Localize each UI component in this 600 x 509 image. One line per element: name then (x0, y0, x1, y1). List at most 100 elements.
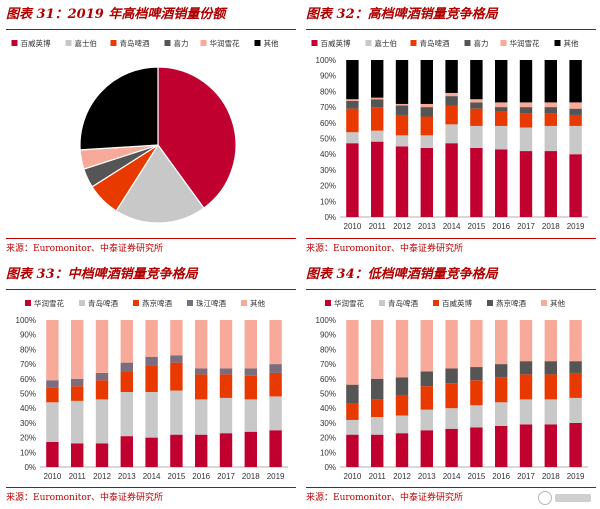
bar-segment (145, 392, 158, 438)
bar-segment (569, 372, 582, 398)
bar-segment (371, 141, 384, 217)
watermark-logo (538, 491, 594, 505)
bar-segment (346, 419, 359, 435)
legend-label: 其他 (564, 38, 579, 48)
bar-segment (244, 320, 257, 369)
y-tick-label: 70% (320, 360, 336, 369)
y-tick-label: 80% (20, 345, 36, 354)
bar-segment (445, 105, 458, 125)
legend-label: 其他 (550, 298, 565, 308)
bar-segment (495, 377, 508, 403)
bar-segment (495, 425, 508, 467)
x-tick-label: 2012 (93, 472, 111, 481)
bar-segment (371, 130, 384, 142)
bar-segment (544, 320, 557, 362)
bar-segment (519, 102, 533, 108)
bar-segment (544, 102, 557, 108)
bar-segment (269, 364, 282, 373)
y-tick-label: 0% (324, 213, 336, 222)
pie-slice (79, 66, 159, 151)
bar-segment (470, 108, 483, 126)
y-tick-label: 30% (20, 419, 36, 428)
bar-segment (420, 409, 433, 431)
bar-segment (219, 397, 233, 434)
bar-segment (495, 402, 508, 426)
bar-segment (445, 143, 458, 217)
bar-segment (371, 434, 384, 467)
bar-segment (519, 107, 533, 114)
bar-segment (244, 399, 257, 432)
legend-swatch (241, 300, 247, 306)
bar-segment (470, 99, 483, 103)
legend-label: 喜力 (474, 38, 489, 48)
legend-label: 燕京啤酒 (496, 298, 526, 308)
bar-segment (346, 320, 359, 385)
y-tick-label: 40% (20, 404, 36, 413)
legend-swatch (110, 40, 117, 46)
bar-segment (120, 392, 133, 437)
bar-segment (219, 368, 233, 375)
bar-segment (346, 384, 359, 404)
bar-segment (420, 371, 433, 387)
bar-segment (445, 320, 458, 369)
x-tick-label: 2019 (567, 222, 585, 231)
bar-segment (145, 365, 158, 393)
bar-segment (95, 372, 109, 381)
panel-title: 图表 32：高档啤酒销量竞争格局 (306, 7, 498, 22)
title-rule (6, 289, 296, 290)
legend-swatch (433, 300, 439, 306)
legend-label: 华润雪花 (34, 298, 64, 308)
x-tick-label: 2019 (267, 472, 285, 481)
pie-slice (157, 66, 237, 209)
bar-segment (544, 399, 557, 425)
panel-title: 图表 31：2019 年高档啤酒销量份额 (6, 7, 226, 22)
legend-label: 华润雪花 (210, 38, 240, 48)
logo-icon (538, 491, 552, 505)
bar-segment (544, 107, 557, 114)
bar-segment (395, 114, 409, 136)
bar-segment (46, 387, 59, 403)
bar-segment (395, 320, 409, 378)
legend-swatch (464, 40, 471, 46)
y-tick-label: 50% (320, 390, 336, 399)
source-note: 来源：Euromonitor、中泰证券研究所 (6, 244, 164, 254)
y-tick-label: 80% (320, 87, 336, 96)
bar-segment (495, 125, 508, 150)
bar-segment (46, 442, 59, 467)
x-tick-label: 2018 (242, 472, 260, 481)
bar-segment (219, 374, 233, 398)
x-tick-label: 2016 (492, 472, 510, 481)
bar-segment (544, 424, 557, 467)
bar-segment (346, 108, 359, 133)
bar-segment (470, 380, 483, 406)
bar-segment (519, 127, 533, 152)
x-tick-label: 2011 (369, 222, 387, 231)
x-tick-label: 2017 (517, 222, 535, 231)
x-tick-label: 2012 (393, 222, 411, 231)
bar-segment (470, 102, 483, 109)
bar-segment (71, 443, 84, 467)
bar-segment (445, 60, 458, 93)
bar-segment (445, 383, 458, 409)
bar-segment (120, 362, 133, 372)
bar-segment (145, 356, 158, 366)
stacked-bar-chart: 华润雪花 青岛啤酒 燕京啤酒 珠江啤酒 其他 0% 10% 20% 30% 40% 50% 60% 70… (16, 298, 288, 481)
legend-swatch (11, 40, 18, 46)
x-tick-label: 2018 (542, 222, 560, 231)
legend-label: 百威英博 (442, 298, 472, 308)
x-tick-label: 2013 (418, 472, 436, 481)
y-tick-label: 10% (320, 448, 336, 457)
legend-swatch (311, 40, 318, 46)
bar-segment (569, 361, 582, 373)
bar-segment (195, 374, 208, 400)
y-tick-label: 10% (20, 448, 36, 457)
source-note: 来源：Euromonitor、中泰证券研究所 (306, 493, 464, 503)
x-tick-label: 2012 (393, 472, 411, 481)
y-tick-label: 90% (320, 72, 336, 81)
source-rule (306, 487, 596, 488)
bar-segment (145, 320, 158, 357)
legend-label: 华润雪花 (334, 298, 364, 308)
legend-label: 燕京啤酒 (142, 298, 172, 308)
bar-segment (71, 320, 84, 379)
x-tick-label: 2016 (192, 472, 210, 481)
